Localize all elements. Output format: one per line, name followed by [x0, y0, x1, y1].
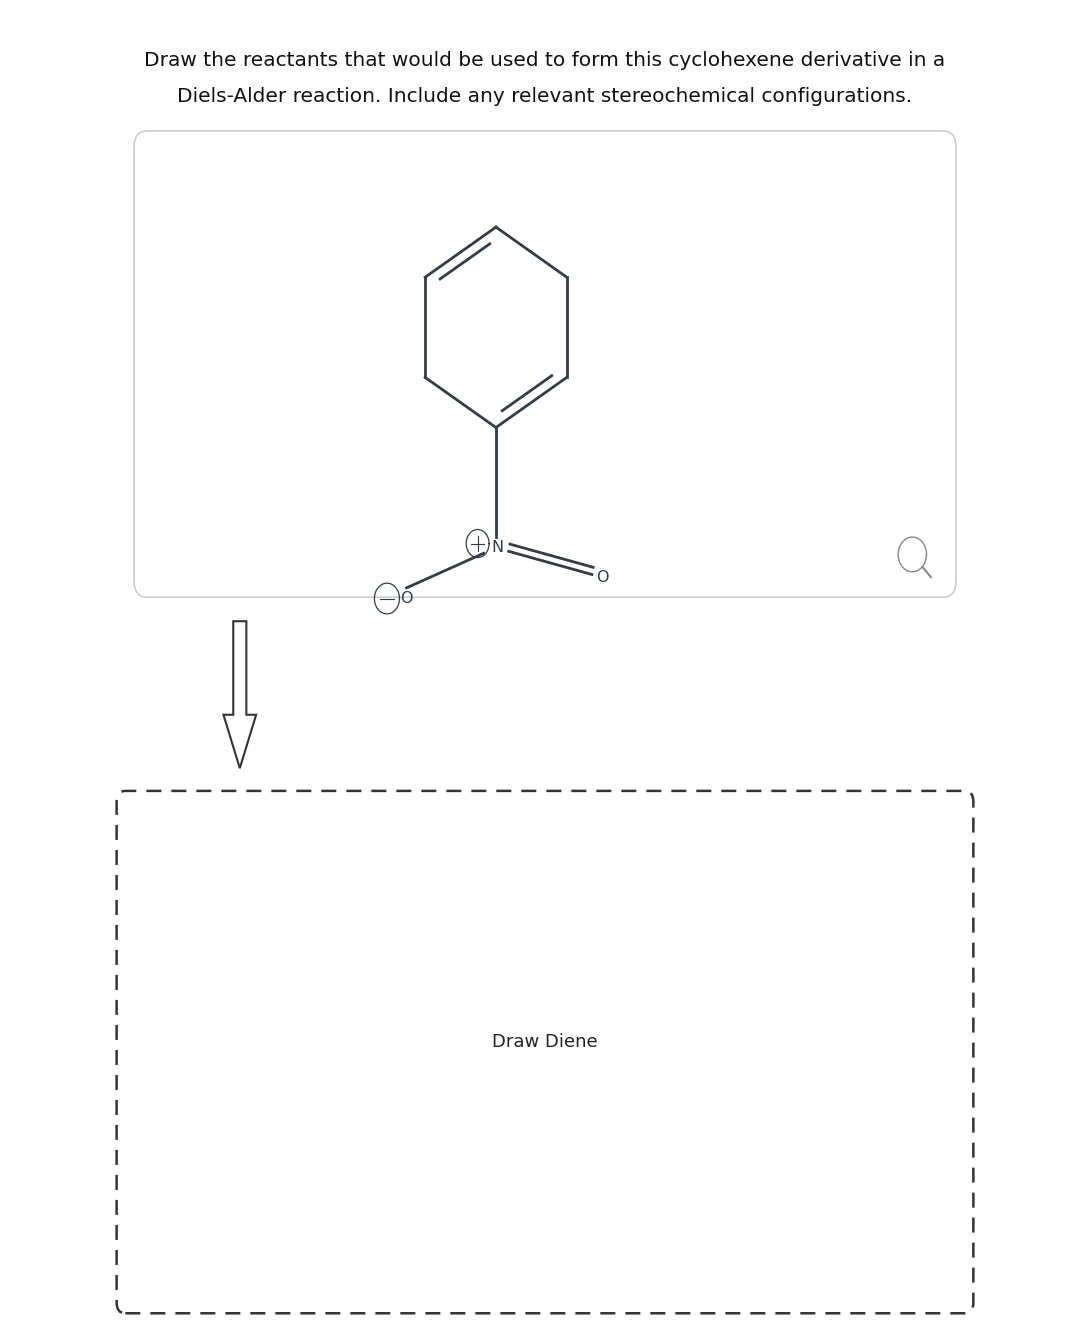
Text: Diels-Alder reaction. Include any relevant stereochemical configurations.: Diels-Alder reaction. Include any releva…	[178, 87, 912, 106]
FancyBboxPatch shape	[134, 131, 956, 597]
Text: N: N	[490, 540, 504, 556]
Polygon shape	[223, 621, 256, 768]
Text: O: O	[596, 569, 609, 585]
Text: Draw Diene: Draw Diene	[493, 1033, 597, 1051]
FancyBboxPatch shape	[117, 791, 973, 1313]
Text: O: O	[401, 591, 413, 607]
Text: Draw the reactants that would be used to form this cyclohexene derivative in a: Draw the reactants that would be used to…	[144, 51, 946, 69]
